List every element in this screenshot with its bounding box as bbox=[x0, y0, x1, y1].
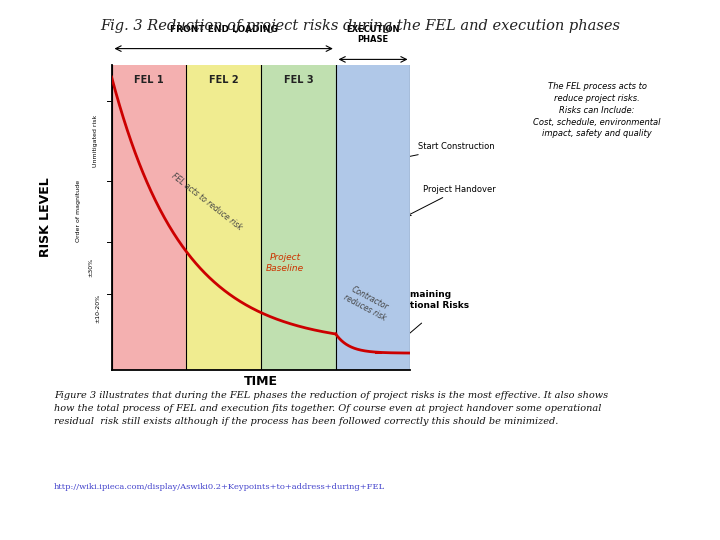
Text: ±30%: ±30% bbox=[88, 258, 93, 277]
Text: Contractor
reduces risk: Contractor reduces risk bbox=[342, 284, 392, 322]
X-axis label: TIME: TIME bbox=[244, 375, 278, 388]
Text: FEL 3: FEL 3 bbox=[284, 75, 313, 85]
Text: RISK LEVEL: RISK LEVEL bbox=[40, 178, 53, 257]
Text: FEL 2: FEL 2 bbox=[209, 75, 238, 85]
FancyBboxPatch shape bbox=[55, 31, 706, 390]
Text: Order of magnitude: Order of magnitude bbox=[76, 180, 81, 242]
Text: Start Construction: Start Construction bbox=[340, 143, 495, 172]
Text: Fig. 3 Reduction of project risks during the FEL and execution phases: Fig. 3 Reduction of project risks during… bbox=[100, 19, 620, 33]
Bar bbox=[112, 65, 186, 370]
Text: http://wiki.ipieca.com/display/Aswiki0.2+Keypoints+to+address+during+FEL: http://wiki.ipieca.com/display/Aswiki0.2… bbox=[54, 483, 385, 491]
Text: FRONT END LOADING: FRONT END LOADING bbox=[170, 25, 278, 33]
Bar bbox=[186, 65, 261, 370]
Text: EXECUTION
PHASE: EXECUTION PHASE bbox=[346, 25, 400, 44]
Bar bbox=[261, 65, 336, 370]
Text: FEL 1: FEL 1 bbox=[134, 75, 163, 85]
Text: Unmitigated risk: Unmitigated risk bbox=[93, 115, 98, 167]
Text: The FEL process acts to
reduce project risks.
Risks can Include:
Cost, schedule,: The FEL process acts to reduce project r… bbox=[534, 82, 661, 138]
Text: Remaining
Operational Risks: Remaining Operational Risks bbox=[379, 291, 469, 310]
Text: ±10-20%: ±10-20% bbox=[96, 294, 101, 323]
Text: Project Handover: Project Handover bbox=[408, 185, 496, 215]
Text: Project
Baseline: Project Baseline bbox=[266, 253, 304, 273]
Text: Figure 3 illustrates that during the FEL phases the reduction of project risks i: Figure 3 illustrates that during the FEL… bbox=[54, 392, 608, 426]
Bar bbox=[336, 65, 410, 370]
Text: FEL acts to reduce risk: FEL acts to reduce risk bbox=[170, 172, 244, 232]
